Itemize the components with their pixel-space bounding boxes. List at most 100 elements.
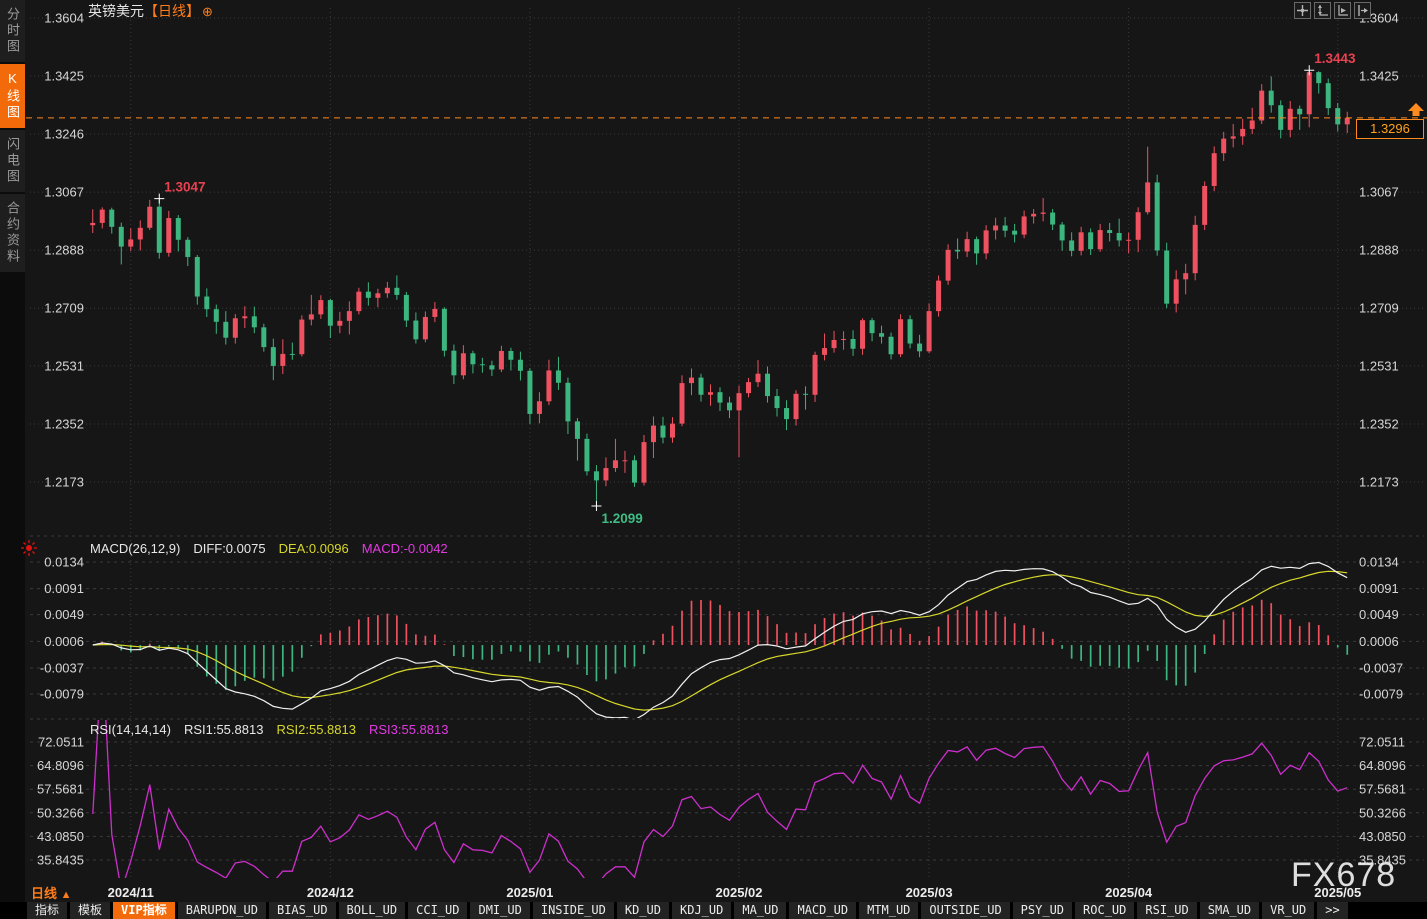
candle-body <box>213 309 219 322</box>
scroll-to-latest-icon[interactable] <box>1407 103 1425 122</box>
indicator-tab-VIP-[interactable]: VIP指标 <box>113 902 175 919</box>
indicator-tab-INSIDE_UD[interactable]: INSIDE_UD <box>532 902 614 919</box>
date-axis-label: 2025/05 <box>1314 885 1361 900</box>
candle-body <box>242 316 248 319</box>
indicator-tab-KD_UD[interactable]: KD_UD <box>616 902 669 919</box>
axis-tick-label: 1.3246 <box>44 127 84 142</box>
axis-tick-label: 0.0006 <box>1359 634 1399 649</box>
period-tag[interactable]: 【日线】 <box>144 3 200 19</box>
candle-body <box>1316 72 1322 84</box>
indicator-tab-SMA_UD[interactable]: SMA_UD <box>1199 902 1260 919</box>
candle-body <box>1173 279 1179 304</box>
candle-body <box>945 249 951 281</box>
candle-body <box>1154 182 1160 251</box>
date-axis-label: 2024/12 <box>307 885 354 900</box>
axis-tick-label: 57.5681 <box>1359 782 1406 797</box>
indicator-alert-icon[interactable] <box>21 540 37 561</box>
candle-body <box>479 364 485 366</box>
add-indicator-icon[interactable]: ⊕ <box>202 4 213 19</box>
indicator-tab-PSY_UD[interactable]: PSY_UD <box>1012 902 1073 919</box>
axis-tick-label: 72.0511 <box>1359 735 1405 750</box>
date-axis-label: 2025/04 <box>1105 885 1153 900</box>
indicator-tab->>[interactable]: >> <box>1317 902 1348 919</box>
axis-tick-label: 57.5681 <box>37 782 84 797</box>
sidebar-item-contract-info[interactable]: 合约资料 <box>0 194 25 272</box>
candle-body <box>850 339 856 349</box>
crosshair-icon[interactable] <box>1294 2 1311 19</box>
axis-tick-label: 64.8096 <box>37 758 84 773</box>
indicator-tab-DMI_UD[interactable]: DMI_UD <box>470 902 530 919</box>
indicator-tab-BIAS_UD[interactable]: BIAS_UD <box>268 902 336 919</box>
candle-body <box>841 339 847 341</box>
candle-body <box>527 370 533 414</box>
candle-body <box>746 382 752 394</box>
sidebar-item-time-chart[interactable]: 分时图 <box>0 0 25 62</box>
fit-vertical-axis-icon[interactable] <box>1314 2 1331 19</box>
candle-body <box>898 319 904 355</box>
indicator-tab-VR_UD[interactable]: VR_UD <box>1262 902 1315 919</box>
axis-tick-label: 43.0850 <box>1359 829 1406 844</box>
candle-body <box>346 311 352 321</box>
candle-body <box>736 393 742 411</box>
indicator-tab--[interactable]: 指标 <box>27 902 68 919</box>
date-axis-label: 2024/11 <box>108 885 154 900</box>
indicator-tab-BOLL_UD[interactable]: BOLL_UD <box>338 902 406 919</box>
candle-body <box>1135 212 1141 240</box>
candle-body <box>660 425 666 438</box>
indicator-tab-OUTSIDE_UD[interactable]: OUTSIDE_UD <box>921 902 1010 919</box>
sidebar-item-kline-chart[interactable]: K线图 <box>0 64 25 128</box>
indicator-tab-CCI_UD[interactable]: CCI_UD <box>408 902 468 919</box>
candle-body <box>641 442 647 483</box>
period-selector[interactable]: 日线 ▲ <box>31 883 72 902</box>
auto-scale-icon[interactable] <box>1334 2 1351 19</box>
indicator-tab-KDJ_UD[interactable]: KDJ_UD <box>672 902 732 919</box>
candle-body <box>584 438 590 472</box>
high-price-label: 1.3047 <box>164 180 205 195</box>
candle-body <box>1088 232 1094 250</box>
candle-body <box>460 353 466 376</box>
candle-body <box>679 383 685 424</box>
indicator-tab-BARUPDN_UD[interactable]: BARUPDN_UD <box>177 902 266 919</box>
candle-body <box>565 382 571 422</box>
candle-body <box>1192 224 1198 274</box>
candle-body <box>1002 225 1008 231</box>
candle-body <box>1249 120 1255 129</box>
candle-body <box>869 320 875 334</box>
candle-body <box>498 351 504 370</box>
indicator-tab--[interactable]: 模板 <box>70 902 111 919</box>
indicator-tab-ROC_UD[interactable]: ROC_UD <box>1075 902 1135 919</box>
candle-body <box>1183 273 1189 280</box>
candle-body <box>1097 230 1103 250</box>
candle-body <box>118 226 124 247</box>
indicator-tab-MA_UD[interactable]: MA_UD <box>734 902 787 919</box>
candle-body <box>1059 224 1065 241</box>
candle-body <box>1145 182 1151 213</box>
candle-body <box>1297 108 1303 115</box>
candle-body <box>784 408 790 420</box>
axis-tick-label: 0.0134 <box>44 555 84 570</box>
candle-body <box>765 373 771 397</box>
candle-body <box>365 291 371 298</box>
candle-body <box>470 353 476 365</box>
indicator-tab-RSI_UD[interactable]: RSI_UD <box>1137 902 1197 919</box>
candle-body <box>394 287 400 295</box>
candle-body <box>822 348 828 355</box>
candle-body <box>175 218 181 240</box>
goto-latest-icon[interactable] <box>1354 2 1371 19</box>
axis-tick-label: 1.2531 <box>44 358 84 373</box>
candle-body <box>156 206 162 253</box>
candle-body <box>204 296 210 310</box>
indicator-tab-MTM_UD[interactable]: MTM_UD <box>859 902 919 919</box>
rsi-layer <box>92 720 1348 878</box>
candle-body <box>603 468 609 481</box>
candle-body <box>536 401 542 414</box>
axis-tick-label: 50.3266 <box>1359 805 1406 820</box>
candle-body <box>185 239 191 257</box>
indicator-tabbar: 指标 模板 VIP指标 BARUPDN_UD BIAS_UD BOLL_UD CCI_UD D… <box>0 902 1427 919</box>
axis-tick-label: 1.2352 <box>44 416 84 431</box>
sidebar-item-lightning-chart[interactable]: 闪电图 <box>0 130 25 192</box>
macd-diff-value: DIFF:0.0075 <box>193 541 266 556</box>
indicator-tab-MACD_UD[interactable]: MACD_UD <box>789 902 857 919</box>
